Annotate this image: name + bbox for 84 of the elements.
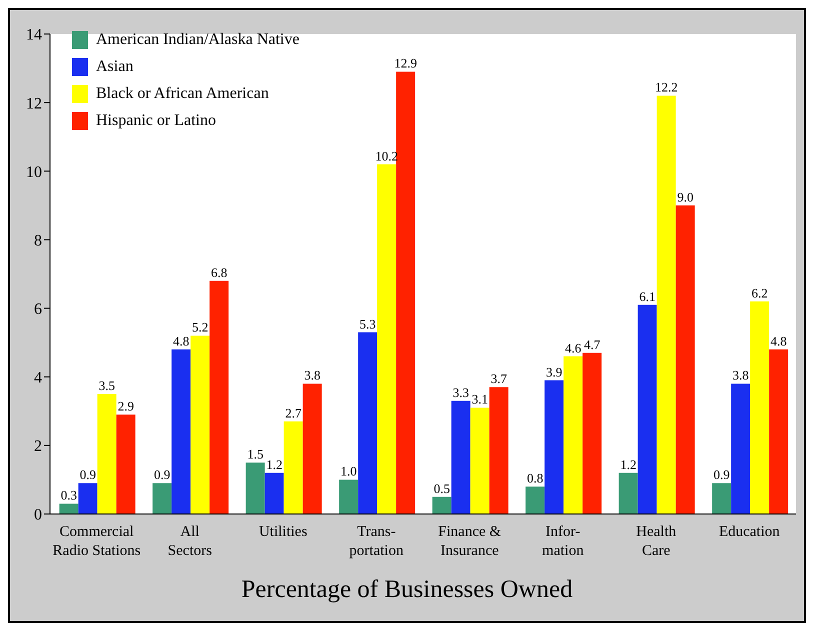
data-label: 3.9 [546,364,562,380]
bar [731,384,750,514]
data-label: 0.9 [154,467,170,482]
x-tick-label: Utilities [258,524,308,540]
bar [302,384,322,514]
x-axis-title: Percentage of Businesses Owned [240,576,574,604]
data-label: 0.3 [60,488,77,503]
legend-label: Asian [96,57,134,77]
bar [769,349,788,514]
y-tick-label: 6 [34,300,42,318]
bar [544,380,564,514]
data-label: 9.0 [677,189,694,204]
data-label: 4.8 [172,333,190,348]
bar [582,352,602,514]
bar [190,336,210,514]
y-tick-label: 14 [26,26,42,44]
bar [618,472,638,514]
data-label: 0.5 [434,480,450,496]
bar [489,387,508,514]
bar [432,496,452,514]
x-tick-label: Health Care [636,524,677,559]
legend-label: Black or African American [96,84,269,104]
data-label: 6.2 [751,285,768,300]
data-label: 4.7 [584,336,601,352]
bar [59,504,78,514]
data-label: 2.7 [285,405,302,420]
bar [172,349,191,514]
data-label: 4.6 [564,340,582,356]
data-label: 1.5 [247,446,264,462]
data-label: 2.9 [118,398,134,414]
bar [656,96,676,514]
bar [638,304,657,514]
data-label: 0.8 [526,470,544,486]
bar [750,301,770,514]
data-label: 0.9 [80,467,96,482]
data-label: 4.8 [770,333,787,348]
data-label: 1.2 [266,456,282,472]
bar [210,280,229,514]
bar [470,408,490,514]
bar [246,462,265,514]
bar [451,400,470,514]
data-label: 5.3 [359,316,376,332]
y-tick-label: 4 [34,370,42,387]
data-label: 12.2 [654,80,678,95]
data-label: 6.1 [639,288,656,304]
y-tick-label: 2 [34,438,42,456]
data-label: 3.5 [98,378,115,393]
bar [152,483,172,514]
y-tick-label: 8 [34,232,42,250]
bar [116,414,136,514]
bar [284,421,303,514]
bar [358,332,378,514]
bar [396,72,416,514]
bar [377,164,396,514]
y-tick-label: 10 [26,164,42,181]
data-label: 1.0 [340,464,357,479]
data-label: 3.7 [490,371,508,386]
bar [676,205,695,514]
x-tick-label: Finance & Insurance [438,524,502,559]
legend-label: Hispanic or Latino [96,111,216,131]
y-tick-label: 0 [34,506,42,524]
x-tick-label: Education [718,524,780,540]
data-label: 3.8 [304,368,320,383]
legend-label: American Indian/Alaska Native [96,30,300,50]
x-tick-label: Infor- mation [542,524,584,559]
x-tick-label: Trans- portation [349,524,404,559]
bar [526,486,545,514]
bar [564,356,583,514]
data-label: 3.3 [452,384,469,400]
bar [97,394,116,514]
data-label: 1.2 [620,456,636,472]
y-tick-label: 12 [26,95,42,112]
data-label: 3.1 [472,392,488,407]
data-label: 0.9 [713,467,730,482]
data-label: 12.9 [394,56,417,71]
x-tick-label: All Sectors [168,524,212,559]
bar [78,483,98,514]
bar [339,480,358,514]
bar [712,483,732,514]
x-tick-label: Commercial Radio Stations [52,524,141,559]
data-label: 5.2 [192,320,208,335]
bar [264,472,284,514]
data-label: 6.8 [210,264,228,280]
data-label: 3.8 [732,368,749,383]
